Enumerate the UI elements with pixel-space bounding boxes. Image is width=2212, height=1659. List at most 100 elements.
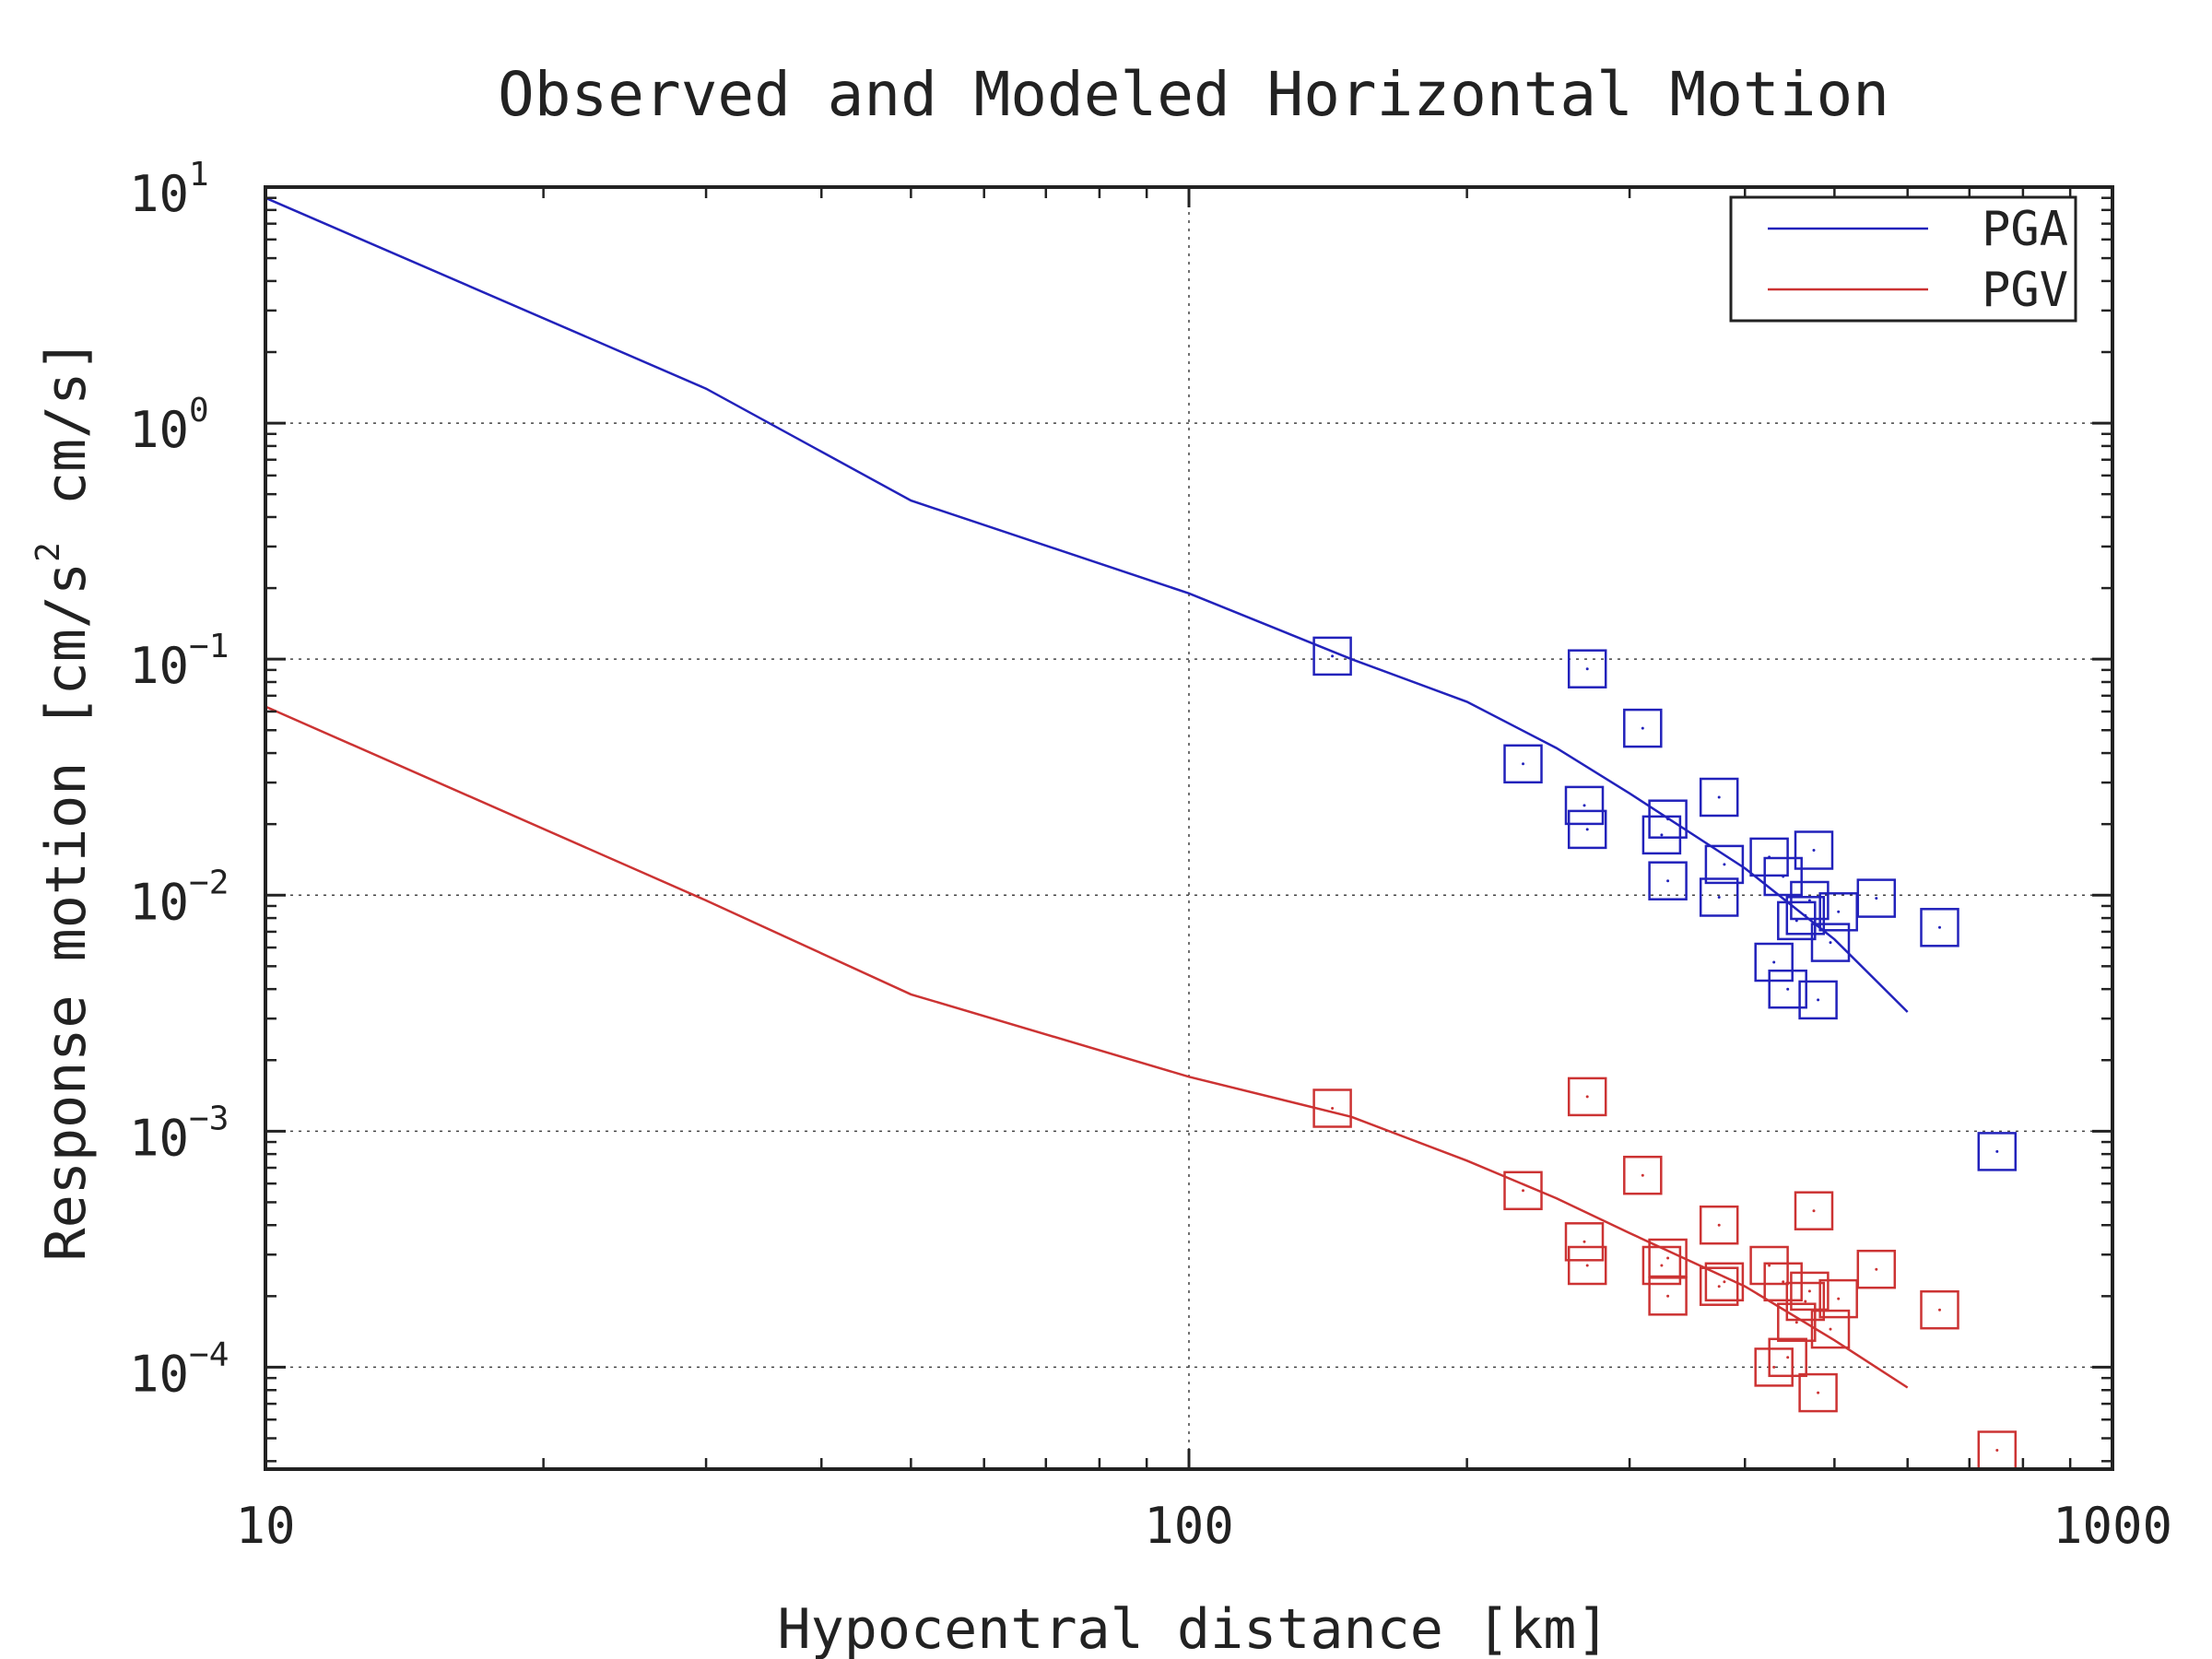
pga-observed-point bbox=[1798, 980, 1838, 1020]
pgv-observed-point bbox=[1810, 1309, 1851, 1349]
pga-observed-point bbox=[1763, 856, 1803, 897]
y-tick-label: 10−4 bbox=[129, 1335, 229, 1403]
pgv-observed-point-center bbox=[1772, 1365, 1776, 1369]
y-tick-label-base: 10 bbox=[129, 165, 189, 223]
x-tick-label: 100 bbox=[1144, 1497, 1234, 1555]
pga-observed-point-center bbox=[1804, 913, 1807, 917]
pga-observed-point bbox=[1623, 708, 1663, 748]
pga-observed-point-center bbox=[1995, 1149, 1999, 1153]
pgv-observed-point bbox=[1798, 1372, 1838, 1413]
pga-observed-point-center bbox=[1331, 654, 1335, 658]
y-tick-label-base: 10 bbox=[129, 637, 189, 695]
pgv-observed-point-center bbox=[1331, 1107, 1335, 1110]
y-tick-label-exponent: −1 bbox=[189, 628, 229, 665]
pga-observed-point bbox=[1777, 900, 1817, 941]
pgv-observed-point bbox=[1749, 1245, 1789, 1286]
pgv-observed-point bbox=[1920, 1289, 1959, 1330]
y-tick-label: 10−1 bbox=[129, 628, 229, 695]
pgv-observed-point bbox=[1648, 1277, 1688, 1316]
y-tick-label-base: 10 bbox=[129, 401, 189, 459]
pgv-observed-point bbox=[1564, 1222, 1605, 1262]
ticks bbox=[264, 185, 2114, 1469]
pga-observed-point-center bbox=[1641, 726, 1644, 730]
pga-observed-point-center bbox=[1723, 863, 1726, 866]
pgv-observed-point-center bbox=[1585, 1264, 1589, 1267]
pgv-observed-point-center bbox=[1666, 1294, 1670, 1298]
pgv-observed-point-center bbox=[1768, 1264, 1771, 1267]
y-axis-label: Response motion [cm/s2 cm/s] bbox=[29, 339, 99, 1262]
pga-observed-point bbox=[1794, 830, 1834, 870]
x-tick-label: 10 bbox=[235, 1497, 295, 1555]
pgv-observed-point-center bbox=[1804, 1300, 1807, 1303]
pgv-observed-point bbox=[1794, 1191, 1834, 1230]
pgv-observed-point-center bbox=[1583, 1240, 1586, 1243]
y-axis-label-superscript: 2 bbox=[29, 542, 67, 562]
pgv-observed-point-center bbox=[1585, 1095, 1589, 1099]
series-lines bbox=[265, 196, 1909, 1389]
pgv-observed-point-center bbox=[1522, 1189, 1524, 1193]
pgv-observed-point-center bbox=[1782, 1280, 1785, 1284]
y-tick-label-exponent: −2 bbox=[189, 864, 229, 901]
pgv-observed-point bbox=[1623, 1155, 1663, 1195]
pga-model-line bbox=[265, 196, 1909, 1013]
pga-observed-point-center bbox=[1660, 833, 1664, 837]
pgv-observed-point bbox=[1704, 1262, 1745, 1302]
y-tick-label-base: 10 bbox=[129, 1109, 189, 1167]
y-tick-label-exponent: −4 bbox=[189, 1335, 229, 1373]
pgv-observed-point-center bbox=[1807, 1289, 1811, 1293]
y-axis-label-main: Response motion [cm/s bbox=[34, 562, 99, 1262]
pgv-observed-point bbox=[1567, 1245, 1607, 1286]
y-tick-label-exponent: 0 bbox=[189, 392, 209, 429]
pga-observed-point bbox=[1785, 896, 1826, 935]
pgv-observed-point bbox=[1699, 1266, 1739, 1306]
pgv-observed-point-center bbox=[1717, 1285, 1721, 1288]
pga-observed-point-center bbox=[1938, 925, 1941, 929]
pgv-observed-point-center bbox=[1723, 1280, 1726, 1284]
pgv-observed-point bbox=[1641, 1245, 1682, 1286]
pga-observed-point bbox=[1977, 1132, 2018, 1171]
pga-observed-point bbox=[1768, 969, 1807, 1009]
pga-observed-point-center bbox=[1837, 910, 1841, 913]
y-tick-label-exponent: 1 bbox=[189, 156, 209, 194]
pgv-observed-point-center bbox=[1641, 1173, 1644, 1177]
pgv-observed-point bbox=[1785, 1281, 1826, 1322]
chart-title: Observed and Modeled Horizontal Motion bbox=[498, 59, 1889, 130]
pgv-model-line bbox=[265, 705, 1909, 1389]
pga-observed-point-center bbox=[1829, 941, 1832, 945]
pga-observed-point-center bbox=[1786, 987, 1790, 991]
pga-observed-point bbox=[1920, 908, 1959, 947]
pgv-observed-point-center bbox=[1938, 1308, 1941, 1312]
pga-observed-point bbox=[1567, 809, 1607, 850]
pga-observed-point bbox=[1699, 777, 1739, 818]
pga-observed-point bbox=[1564, 785, 1605, 826]
pgv-observed-point-center bbox=[1794, 1321, 1798, 1324]
pgv-observed-point-center bbox=[1717, 1223, 1721, 1227]
y-tick-label: 101 bbox=[129, 156, 209, 223]
pgv-observed-point bbox=[1777, 1302, 1817, 1342]
pga-observed-point-center bbox=[1782, 875, 1785, 878]
pga-observed-point-center bbox=[1875, 897, 1878, 900]
pgv-observed-point-center bbox=[1660, 1264, 1664, 1267]
pgv-observed-point-center bbox=[1829, 1327, 1832, 1331]
y-tick-label: 100 bbox=[129, 392, 209, 459]
pga-observed-point bbox=[1704, 844, 1745, 885]
x-tick-label: 1000 bbox=[2053, 1497, 2172, 1555]
legend: PGA PGV bbox=[1729, 195, 2077, 323]
pga-observed-point bbox=[1648, 799, 1688, 839]
pga-observed-point bbox=[1810, 923, 1851, 962]
legend-label-pga: PGA bbox=[1982, 202, 2068, 257]
y-tick-label: 10−2 bbox=[129, 864, 229, 931]
pgv-observed-point bbox=[1754, 1347, 1794, 1387]
pgv-observed-point bbox=[1503, 1171, 1543, 1211]
y-axis-label-tail: cm/s] bbox=[34, 339, 99, 506]
pgv-observed-point-center bbox=[1995, 1449, 1999, 1452]
pga-observed-point bbox=[1312, 636, 1352, 677]
pgv-observed-point-center bbox=[1812, 1209, 1816, 1213]
pga-observed-point-center bbox=[1522, 762, 1524, 766]
pgv-observed-point bbox=[1768, 1337, 1807, 1378]
pgv-observed-point-center bbox=[1786, 1356, 1790, 1359]
pgv-observed-point bbox=[1790, 1271, 1830, 1312]
pga-observed-point-center bbox=[1666, 818, 1670, 821]
pga-observed-point-center bbox=[1717, 795, 1721, 799]
